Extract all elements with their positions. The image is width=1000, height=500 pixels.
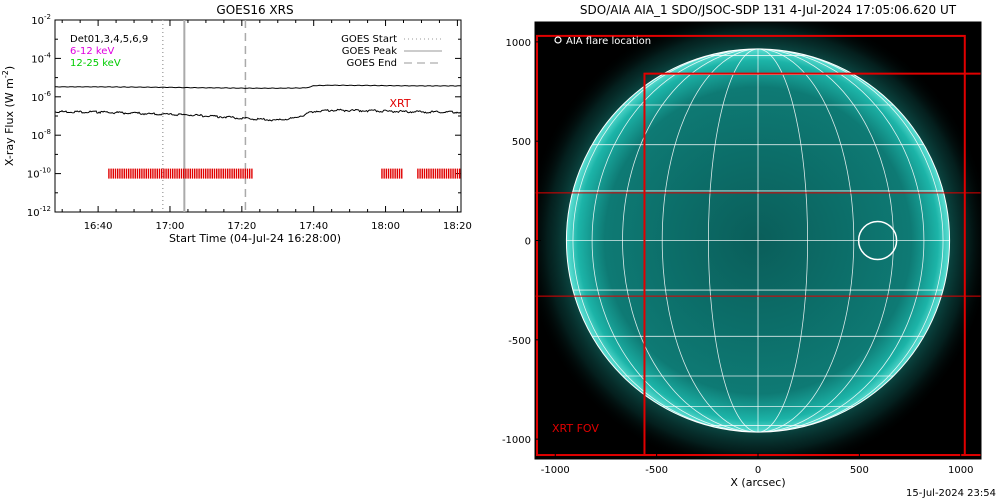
aia-title: SDO/AIA AIA_1 SDO/JSOC-SDP 131 4-Jul-202… bbox=[580, 3, 957, 17]
goes-x-tick-label: 17:40 bbox=[299, 221, 328, 232]
goes-y-label: X-ray Flux (W m-2) bbox=[1, 66, 16, 166]
goes-x-tick-label: 16:40 bbox=[84, 221, 113, 232]
goes-x-tick-label: 17:20 bbox=[227, 221, 256, 232]
longitude-line bbox=[757, 48, 894, 433]
goes-legend-left-entry: 12-25 keV bbox=[70, 58, 121, 69]
aia-y-axis: 1000 500 0 -500 -1000 bbox=[502, 38, 541, 446]
flare-legend-text: AIA flare location bbox=[566, 36, 651, 47]
aia-limb bbox=[565, 48, 951, 433]
longitude-line bbox=[661, 48, 759, 433]
goes-series-group bbox=[54, 84, 462, 122]
goes-legend-left-entry: 6-12 keV bbox=[70, 46, 114, 57]
goes-series-line-1 bbox=[54, 108, 462, 122]
aia-y-tick-label: -1000 bbox=[502, 435, 531, 446]
goes-y-label-exp: -2 bbox=[1, 70, 10, 78]
goes-y-axis: 10-2 10-4 10-6 10-8 10-10 10-12 bbox=[27, 13, 461, 219]
goes-title: GOES16 XRS bbox=[216, 3, 293, 17]
longitude-line bbox=[757, 48, 944, 433]
longitude-line bbox=[591, 48, 759, 433]
goes-event-lines bbox=[162, 20, 247, 212]
goes-legend-right-entry: GOES End bbox=[347, 58, 397, 69]
aia-x-axis: -1000 -500 0 500 1000 bbox=[541, 453, 973, 476]
goes-legend-right-entry: GOES Peak bbox=[342, 46, 397, 57]
aia-x-label: X (arcsec) bbox=[730, 476, 785, 489]
flare-location-circle bbox=[857, 220, 898, 261]
goes-legend-right-entry: GOES Start bbox=[341, 34, 397, 45]
longitude-line bbox=[622, 48, 759, 433]
longitude-line bbox=[708, 48, 759, 433]
goes-y-tick-label: 10-2 bbox=[31, 13, 51, 27]
goes-legend-left-entry: Det01,3,4,5,6,9 bbox=[70, 34, 148, 45]
xrt-fov-box bbox=[643, 72, 981, 457]
aia-y-tick-label: 500 bbox=[512, 137, 531, 148]
aia-x-tick-label: 0 bbox=[755, 465, 761, 476]
xrt-fov-label: XRT FOV bbox=[552, 422, 599, 435]
xrt-coverage bbox=[108, 168, 461, 179]
goes-y-tick-label: 10-12 bbox=[27, 205, 51, 219]
longitude-line bbox=[757, 48, 855, 433]
goes-y-label-main: X-ray Flux (W m bbox=[3, 78, 16, 166]
goes-y-tick-label: 10-6 bbox=[31, 90, 51, 104]
heliographic-grid bbox=[566, 48, 950, 433]
longitude-line bbox=[757, 48, 925, 433]
aia-y-tick-label: 1000 bbox=[506, 38, 531, 49]
longitude-line bbox=[572, 48, 759, 433]
aia-x-tick-label: -500 bbox=[645, 465, 668, 476]
aia-solar-disk bbox=[565, 48, 951, 433]
xrt-label: XRT bbox=[389, 97, 410, 110]
aia-y-tick-label: -500 bbox=[508, 336, 531, 347]
goes-y-tick-label: 10-4 bbox=[31, 51, 51, 65]
aia-x-tick-label: 1000 bbox=[948, 465, 973, 476]
goes-y-tick-label: 10-8 bbox=[31, 128, 51, 142]
goes-series-line-0 bbox=[55, 84, 462, 89]
xrt-fov-boxes bbox=[535, 34, 981, 457]
goes-x-tick-label: 18:00 bbox=[371, 221, 400, 232]
goes-x-label: Start Time (04-Jul-24 16:28:00) bbox=[169, 232, 341, 245]
goes-y-tick-label: 10-10 bbox=[27, 167, 51, 181]
goes-x-tick-label: 18:20 bbox=[443, 221, 472, 232]
goes-x-axis: 16:40 17:00 17:20 17:40 18:00 18:20 bbox=[61, 20, 472, 232]
goes-y-label-close: ) bbox=[3, 66, 16, 70]
aia-y-tick-label: 0 bbox=[525, 237, 531, 248]
longitude-line bbox=[757, 48, 808, 433]
goes-panel: GOES16 XRS 10-2 10-4 10-6 10-8 10-10 10-12 16… bbox=[1, 3, 472, 245]
flare-legend-marker bbox=[554, 36, 562, 44]
goes-x-tick-label: 17:00 bbox=[156, 221, 185, 232]
footer-timestamp: 15-Jul-2024 23:54 bbox=[906, 488, 996, 499]
aia-panel: SDO/AIA AIA_1 SDO/JSOC-SDP 131 4-Jul-202… bbox=[502, 3, 982, 489]
aia-x-tick-label: -1000 bbox=[541, 465, 570, 476]
goes-plot-frame bbox=[54, 19, 462, 213]
aia-x-tick-label: 500 bbox=[850, 465, 869, 476]
